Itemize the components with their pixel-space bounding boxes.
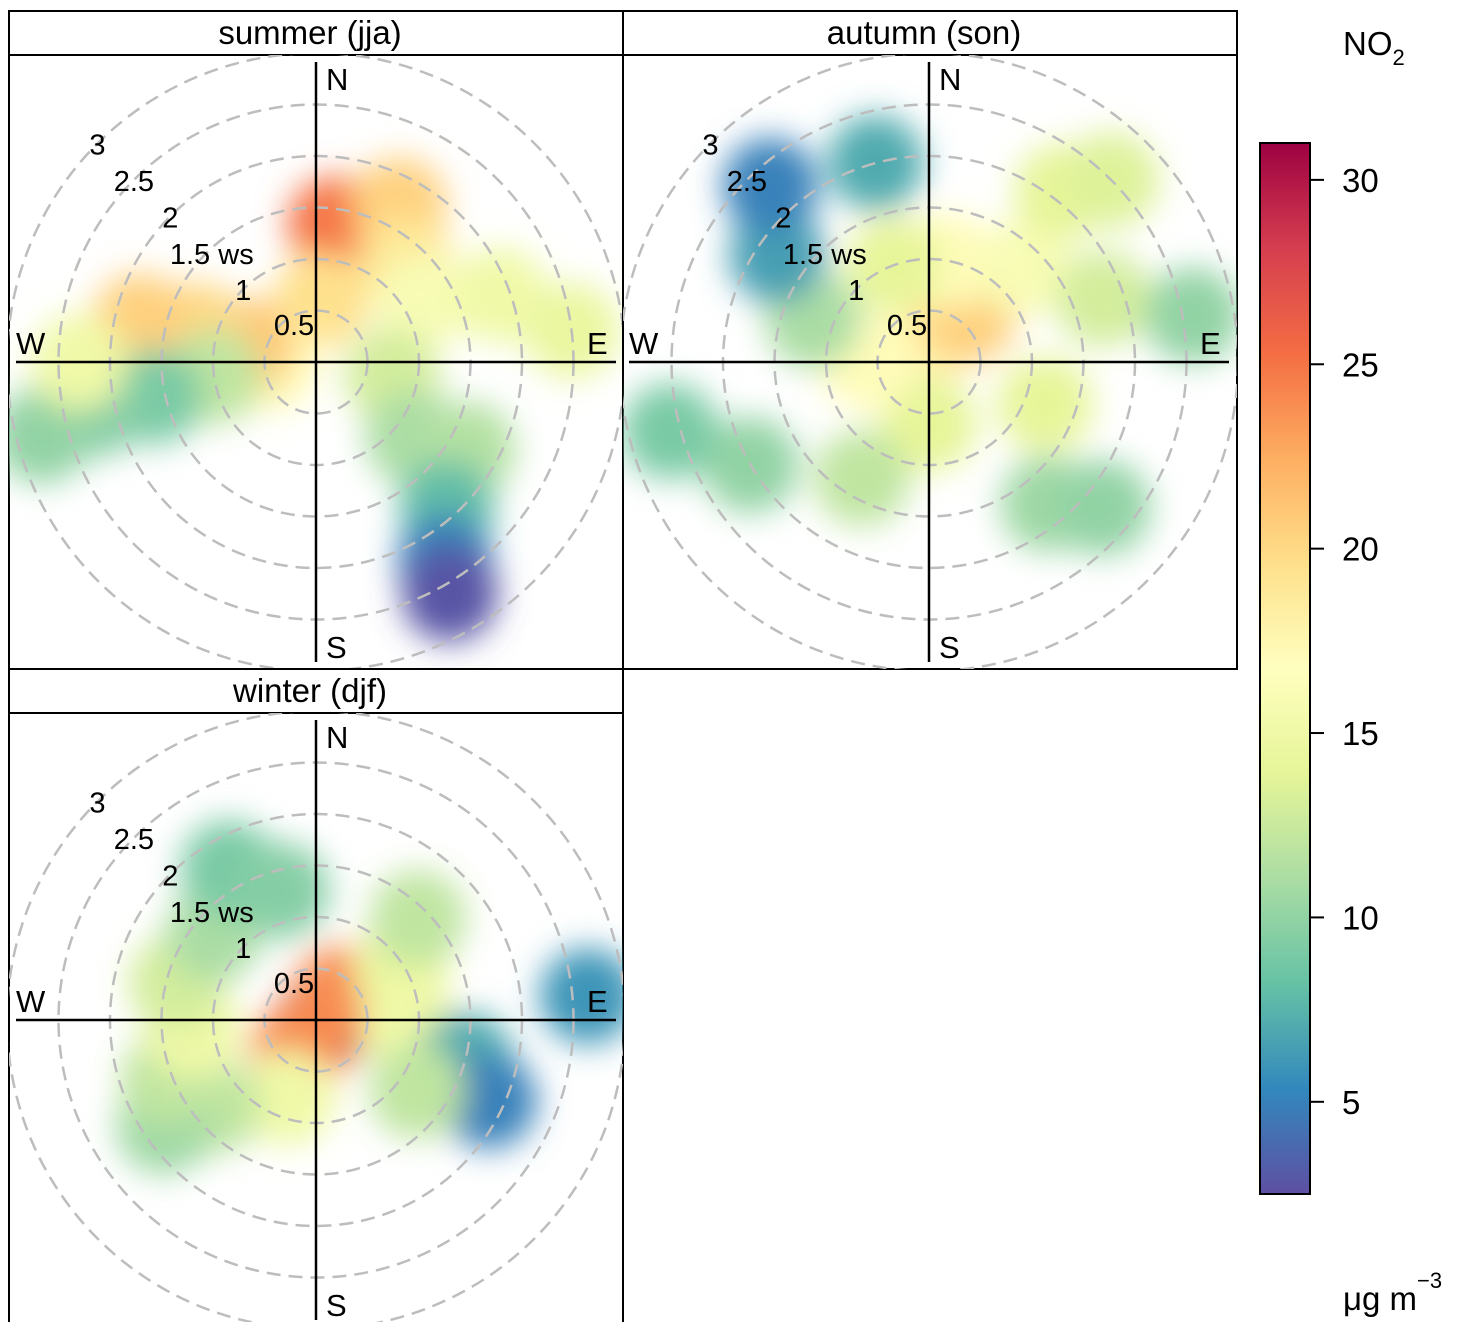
color-key-units-superscript: −3 <box>1417 1268 1442 1293</box>
concentration-cell <box>369 1042 466 1139</box>
concentration-cell <box>401 545 498 642</box>
compass-label: S <box>326 1288 347 1322</box>
panel-winter-strip <box>8 668 624 714</box>
colorbar-tick-label: 30 <box>1342 162 1379 199</box>
concentration-cell <box>722 137 819 234</box>
ring-label: 1 <box>848 275 864 307</box>
concentration-cell <box>814 430 910 526</box>
panel-summer-title: summer (jja) <box>218 14 401 51</box>
concentration-cell <box>440 1052 537 1149</box>
ring-label: 2.5 <box>114 824 154 856</box>
ring-label: 2 <box>162 202 178 234</box>
colorbar <box>1259 142 1311 1195</box>
concentration-cell <box>451 247 548 344</box>
concentration-surface <box>116 820 623 1175</box>
panel-summer: summer (jja) N E S W 0.5 1 1.5 ws 22.5 3 <box>8 10 624 670</box>
ring-label: 2.5 <box>727 166 767 198</box>
compass-label: S <box>326 630 347 665</box>
concentration-cell <box>9 387 91 484</box>
color-key-title-subscript: 2 <box>1393 45 1405 70</box>
compass-label: N <box>326 720 348 755</box>
ring-label: 1.5 ws <box>783 239 867 271</box>
concentration-cell <box>239 1049 336 1146</box>
compass-label: W <box>16 326 46 361</box>
ring-label: 3 <box>89 130 105 162</box>
concentration-surface <box>623 115 1237 556</box>
panel-autumn: autumn (son) N E S W 0.5 1 1.5 ws 22.5 3 <box>622 10 1238 670</box>
concentration-cell <box>370 870 466 966</box>
color-key: NO2 5 10 15 20 25 30 μg m−3 <box>1259 25 1442 1317</box>
compass-label: E <box>587 984 608 1019</box>
concentration-cell <box>1144 267 1237 364</box>
color-key-title-variable: NO <box>1343 25 1393 62</box>
color-key-units-text: μg m <box>1343 1280 1417 1317</box>
compass-label: W <box>16 984 46 1019</box>
concentration-cell <box>1054 459 1151 556</box>
panel-winter: winter (djf) N E S W 0.5 1 1.5 ws 22.5 3 <box>8 668 624 1327</box>
colorbar-tick-label: 10 <box>1342 899 1379 936</box>
ring-label: 3 <box>702 130 718 162</box>
concentration-cell <box>375 252 471 349</box>
ring-label: 0.5 <box>887 310 927 342</box>
ring-label: 2 <box>162 860 178 892</box>
concentration-cell <box>975 219 1072 316</box>
color-key-units: μg m−3 <box>1343 1268 1442 1317</box>
panel-autumn-title: autumn (son) <box>827 14 1021 51</box>
ring-label: 0.5 <box>274 968 314 1000</box>
panel-winter-title: winter (djf) <box>232 672 387 709</box>
colorbar-tick-label: 25 <box>1342 346 1379 383</box>
colorbar-tick-label: 5 <box>1342 1084 1360 1121</box>
compass-label: E <box>1200 326 1221 361</box>
panel-summer-plot: N E S W 0.5 1 1.5 ws 22.5 3 <box>9 55 623 669</box>
concentration-cell <box>729 207 826 304</box>
ring-label: 1.5 ws <box>170 897 254 929</box>
ring-label: 0.5 <box>274 310 314 342</box>
panel-winter-plot: N E S W 0.5 1 1.5 ws 22.5 3 <box>9 713 623 1322</box>
panel-autumn-plot: N E S W 0.5 1 1.5 ws 22.5 3 <box>623 55 1237 669</box>
colorbar-tick-label: 20 <box>1342 531 1379 568</box>
ring-label: 2.5 <box>114 166 154 198</box>
ring-label: 1 <box>235 933 251 965</box>
ring-label: 1 <box>235 275 251 307</box>
panel-summer-strip <box>8 10 624 56</box>
ring-label: 2 <box>775 202 791 234</box>
ring-label: 3 <box>89 788 105 820</box>
concentration-cell <box>997 356 1094 453</box>
concentration-surface <box>9 157 620 642</box>
color-key-title: NO2 <box>1343 25 1405 70</box>
compass-label: N <box>326 62 348 97</box>
compass-label: E <box>587 326 608 361</box>
concentration-cell <box>827 115 924 211</box>
ring-label: 1.5 ws <box>170 239 254 271</box>
colorbar-ticks: 5 10 15 20 25 30 <box>1310 162 1379 1121</box>
colorbar-tick-label: 15 <box>1342 715 1379 752</box>
concentration-cell <box>623 383 719 480</box>
compass-label: S <box>939 630 960 665</box>
compass-label: N <box>939 62 961 97</box>
compass-label: W <box>629 326 659 361</box>
